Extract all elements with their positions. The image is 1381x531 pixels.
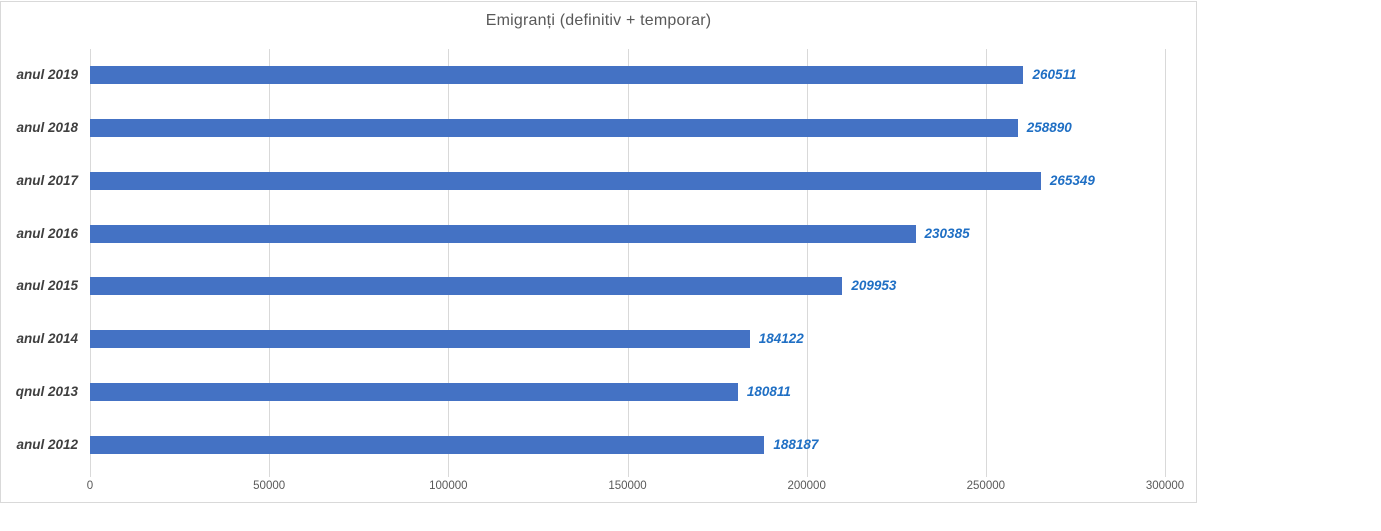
bar [90,224,916,243]
x-tick-label: 250000 [966,480,1006,492]
x-tick-label: 200000 [787,480,826,492]
x-axis-tick [806,471,808,477]
x-axis-tick [90,471,91,477]
bar [90,330,750,349]
gridline [90,49,91,471]
bar [90,171,1041,190]
bar-data-label: 209953 [851,278,897,294]
bar [90,119,1018,138]
bar-data-label: 184122 [758,331,804,347]
bar-data-label: 230385 [924,225,970,241]
bar [90,435,765,454]
bar [90,66,1024,85]
x-tick-label: 100000 [429,480,468,492]
x-tick-label: 50000 [253,480,286,492]
gridline [269,49,271,471]
bar [90,382,738,401]
category-label: anul 2012 [16,436,78,452]
category-label: anul 2019 [16,67,78,83]
x-axis-tick [448,471,450,477]
chart-frame: Emigranți (definitiv + temporar) anul 20… [0,1,1197,503]
category-label: anul 2017 [16,172,78,188]
gridline [806,49,808,471]
category-label: anul 2015 [16,278,78,294]
bar-data-label: 258890 [1026,120,1072,136]
gridline [985,49,987,471]
bar-data-label: 188187 [773,436,819,452]
bar-data-label: 260511 [1032,67,1077,83]
chart-title: Emigranți (definitiv + temporar) [485,12,712,29]
x-axis-tick [269,471,271,477]
category-label: anul 2018 [16,120,78,136]
bar-data-label: 180811 [746,383,791,399]
category-label: qnul 2013 [15,383,78,399]
bar [90,277,843,296]
gridline [627,49,629,471]
x-tick-label: 300000 [1145,480,1185,492]
category-label: anul 2016 [16,225,78,241]
x-axis-tick [627,471,629,477]
gridline [448,49,450,471]
x-axis-tick [985,471,987,477]
x-tick-label: 0 [86,480,94,492]
gridline [1165,49,1166,471]
bar-data-label: 265349 [1049,172,1095,188]
category-label: anul 2014 [16,331,78,347]
x-tick-label: 150000 [608,480,647,492]
x-axis-tick [1165,471,1166,477]
